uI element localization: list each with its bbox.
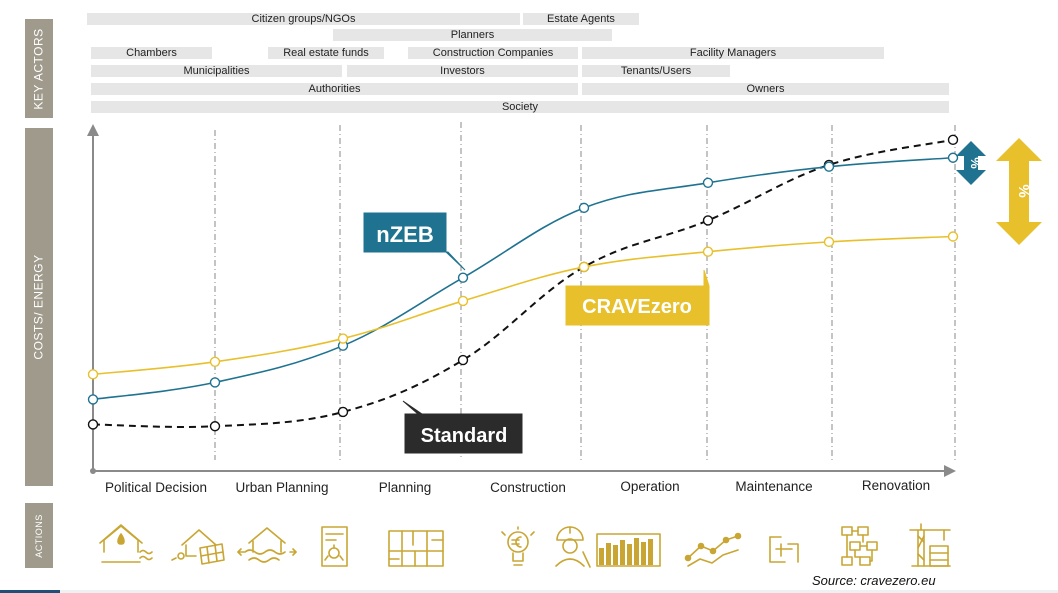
- trend-line-icon: [684, 532, 742, 567]
- building-plan-icon: [321, 526, 348, 567]
- cravezero-callout-box: [565, 269, 710, 326]
- teal-double-arrow: [956, 141, 986, 185]
- actor-chambers: Chambers: [91, 47, 212, 59]
- house-water-icon: [237, 527, 297, 563]
- point-nzeb-3: [457, 272, 469, 283]
- actor-construction-companies: Construction Companies: [408, 47, 578, 59]
- costs-energy-bar: COSTS/ ENERGY: [25, 128, 53, 486]
- curve-nzeb: [92, 156, 954, 401]
- point-cravezero-6: [823, 236, 835, 248]
- curve-cravezero: [92, 235, 954, 376]
- gold-percent-arrow: %: [996, 138, 1042, 245]
- house-solar-icon: [171, 529, 225, 565]
- point-standard-3: [457, 354, 469, 366]
- actor-real-estate-funds: Real estate funds: [268, 47, 384, 59]
- actor-owners: Owners: [582, 83, 949, 95]
- point-nzeb-6: [823, 161, 835, 172]
- point-nzeb-7: [947, 152, 959, 163]
- axis-origin: [90, 468, 96, 474]
- nzeb-label: nZEB: [376, 222, 433, 247]
- actor-planners: Planners: [333, 29, 612, 41]
- actor-authorities: Authorities: [91, 83, 578, 95]
- bottom-rule-accent: [0, 590, 60, 593]
- actor-municipalities: Municipalities: [91, 65, 342, 77]
- stage-urban-planning: Urban Planning: [235, 480, 328, 495]
- nzeb-callout-box: [363, 212, 466, 271]
- point-standard-0: [87, 419, 99, 430]
- stage-construction: Construction: [490, 480, 566, 495]
- crane-icon: [909, 523, 951, 567]
- point-cravezero-1: [209, 356, 221, 368]
- bar-meter-icon: [596, 533, 661, 567]
- point-nzeb-5: [702, 177, 714, 189]
- house-heat-icon: [99, 524, 153, 563]
- point-standard-1: [209, 421, 221, 432]
- stage-operation: Operation: [620, 479, 679, 494]
- floorplan-icon: [388, 530, 444, 567]
- actor-citizen-groups: Citizen groups/NGOs: [87, 13, 520, 25]
- actor-investors: Investors: [347, 65, 578, 77]
- stage-renovation: Renovation: [862, 478, 930, 493]
- standard-callout: Standard: [402, 400, 523, 454]
- actor-society: Society: [91, 101, 949, 113]
- point-nzeb-1: [209, 377, 221, 388]
- gold-double-arrow: [996, 138, 1042, 245]
- actor-estate-agents: Estate Agents: [523, 13, 639, 25]
- teal-percent-label: %: [968, 157, 983, 169]
- point-cravezero-3: [457, 295, 469, 307]
- actor-facility-managers: Facility Managers: [582, 47, 884, 59]
- key-actors-bar: KEY ACTORS: [25, 19, 53, 118]
- stage-planning: Planning: [379, 480, 432, 495]
- curve-standard: [92, 138, 954, 428]
- actor-tenants-users: Tenants/Users: [582, 65, 730, 77]
- point-cravezero-5: [702, 246, 714, 257]
- point-cravezero-7: [947, 231, 959, 242]
- point-nzeb-0: [87, 394, 99, 405]
- stage-maintenance: Maintenance: [735, 479, 812, 494]
- point-nzeb-4: [578, 202, 590, 214]
- nzeb-callout: nZEB: [363, 212, 466, 271]
- point-standard-5: [702, 215, 714, 226]
- point-cravezero-0: [87, 369, 99, 380]
- bottom-rule: [0, 590, 1058, 593]
- cravezero-callout: CRAVEzero: [565, 269, 710, 326]
- point-cravezero-4: [578, 261, 590, 273]
- stage-political-decision: Political Decision: [105, 480, 207, 495]
- teal-percent-arrow: %: [956, 141, 986, 185]
- window-frame-icon: [769, 536, 799, 563]
- point-standard-7: [947, 134, 959, 146]
- standard-label: Standard: [421, 425, 508, 447]
- gold-percent-label: %: [1015, 184, 1032, 197]
- source-note: Source: cravezero.eu: [812, 573, 936, 588]
- cravezero-label: CRAVEzero: [582, 296, 692, 318]
- point-cravezero-2: [337, 333, 349, 344]
- worker-icon: [555, 526, 591, 568]
- flowchart-icon: [841, 526, 878, 566]
- actions-bar: ACTIONS: [25, 503, 53, 568]
- idea-euro-icon: [501, 526, 535, 566]
- standard-callout-box: [402, 400, 523, 454]
- curves-layer: [87, 134, 959, 432]
- point-standard-2: [337, 406, 349, 418]
